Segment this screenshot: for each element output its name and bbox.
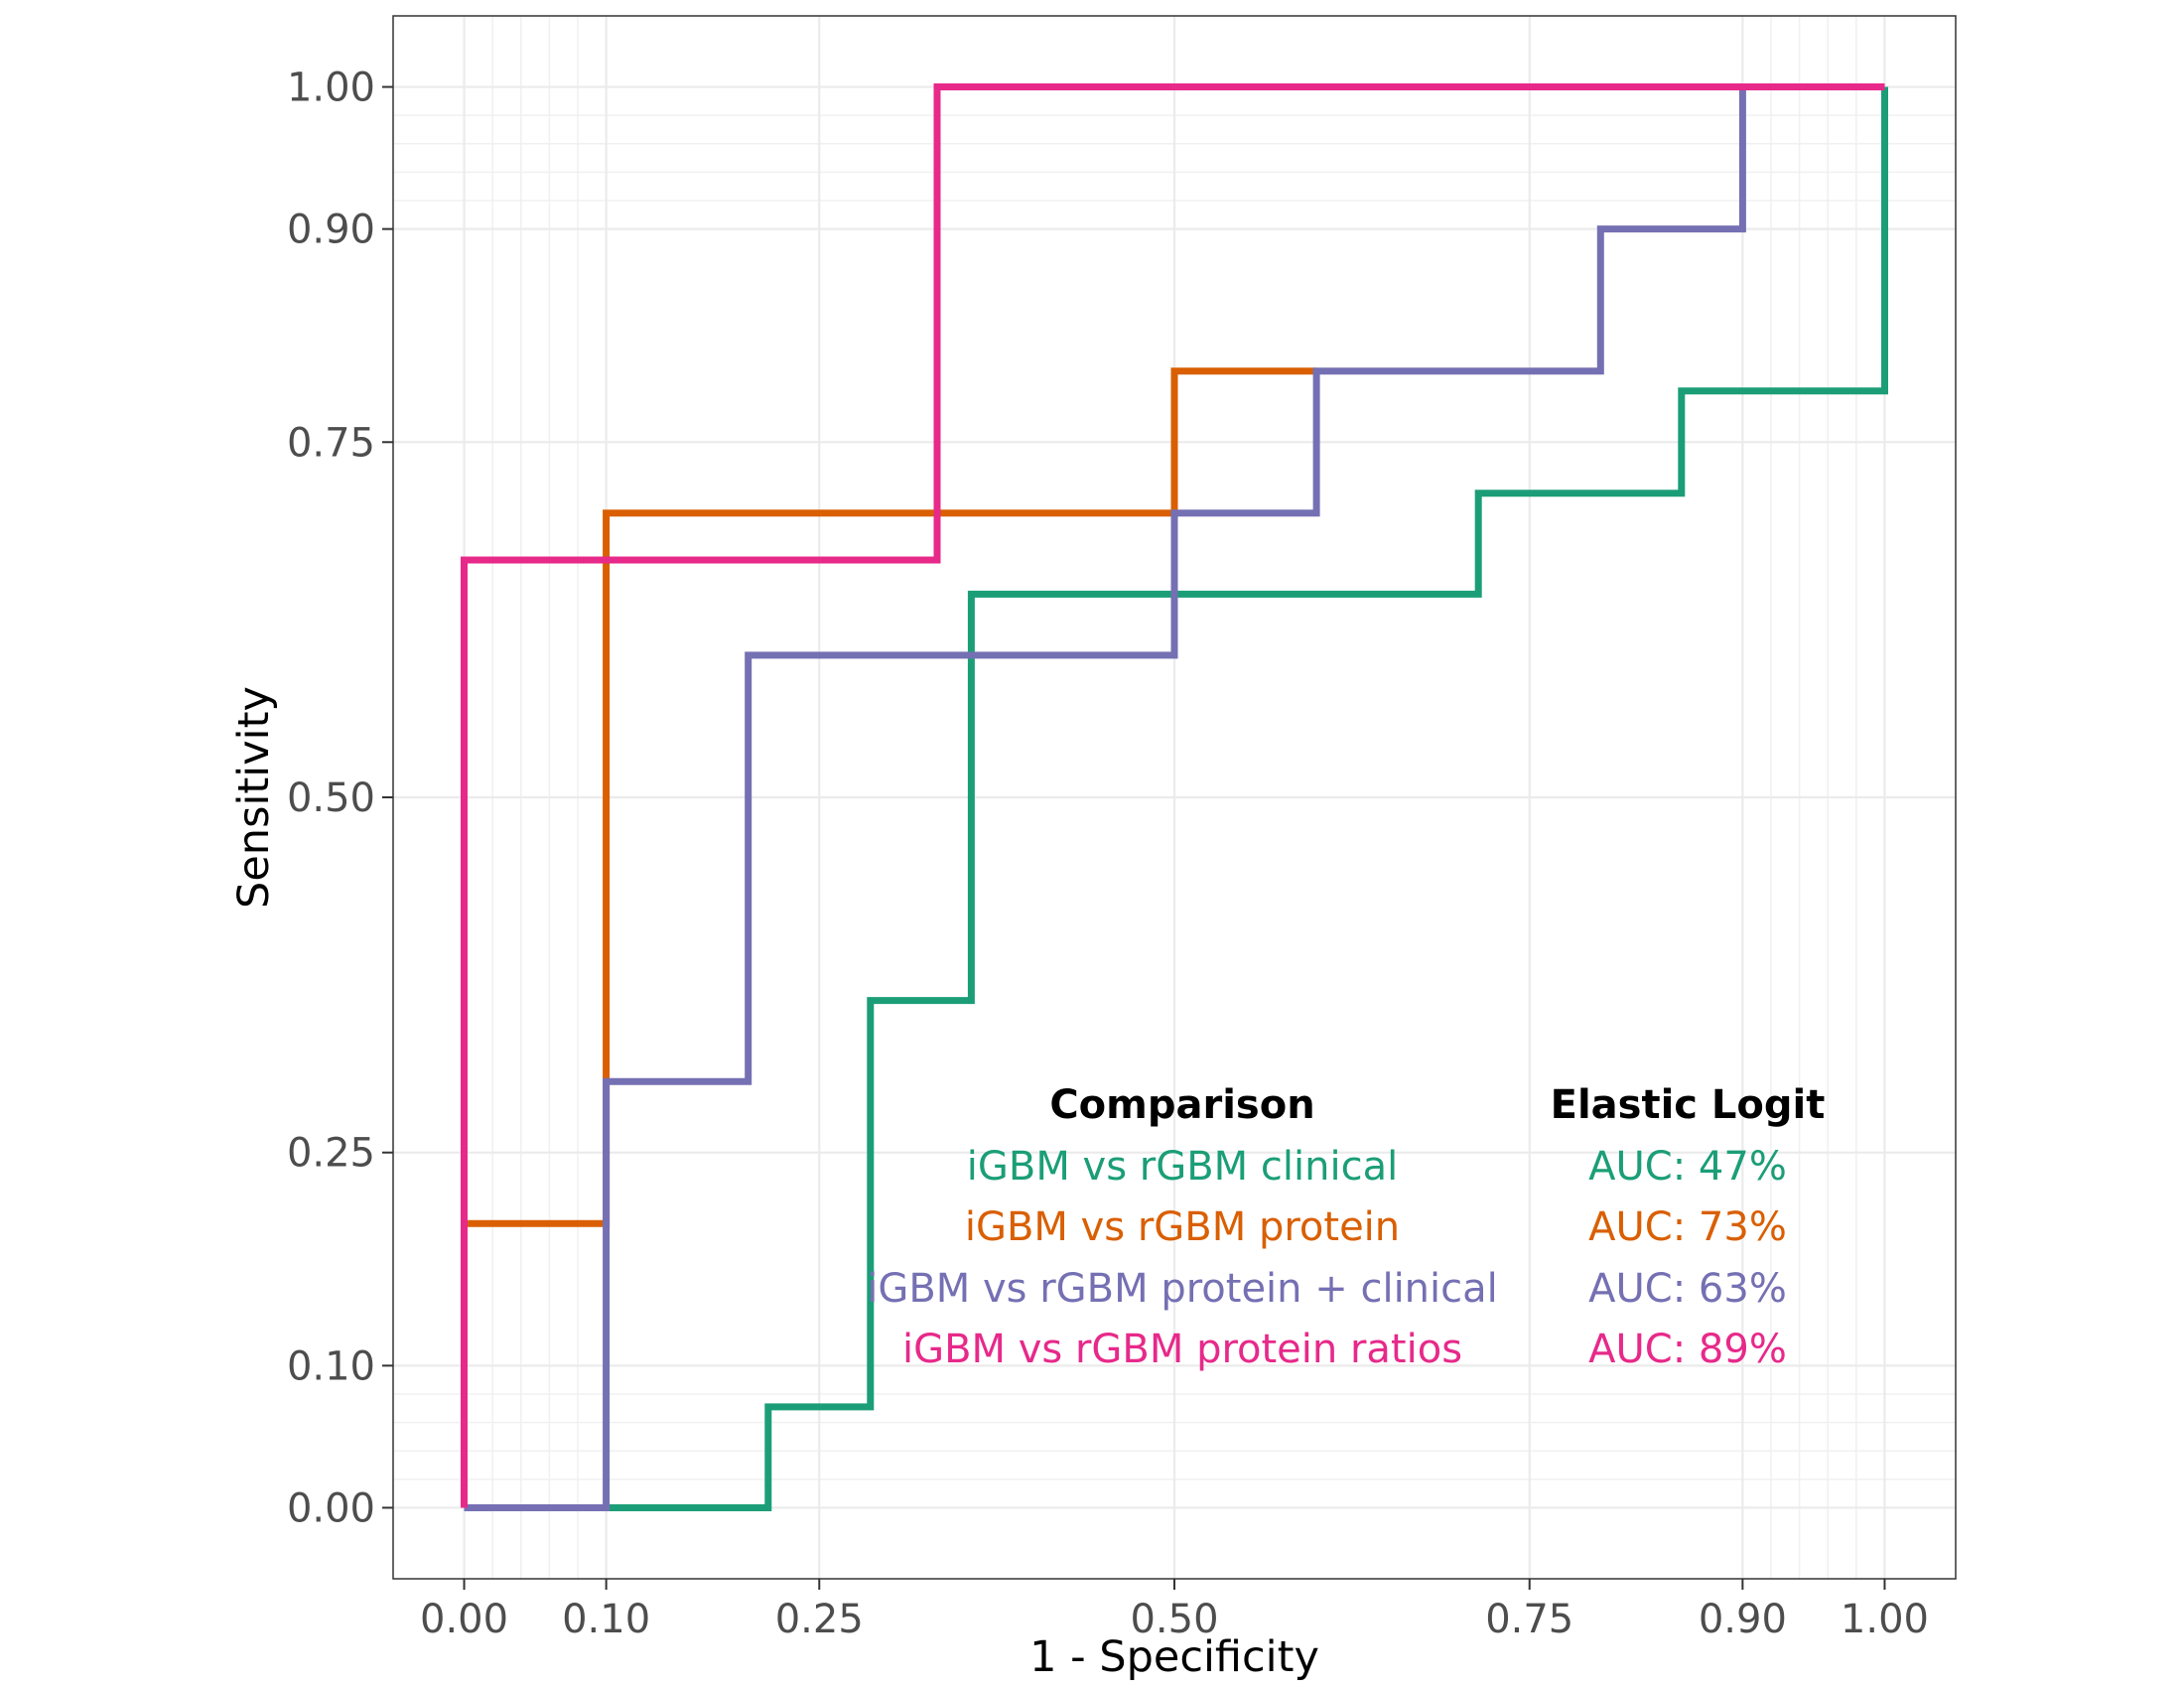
legend-auc-clinical: AUC: 47%	[1588, 1144, 1787, 1190]
legend-table: Comparison Elastic Logit iGBM vs rGBM cl…	[867, 1082, 1825, 1372]
x-tick-label-0: 0.00	[420, 1597, 508, 1642]
axis-ticks	[382, 85, 1886, 1590]
y-tick-label-3: 0.50	[287, 775, 375, 821]
legend-auc-protein-ratios: AUC: 89%	[1588, 1327, 1787, 1372]
series-line-1	[464, 367, 1317, 1227]
x-tick-label-1: 0.10	[562, 1597, 650, 1642]
y-tick-label-0: 0.00	[287, 1485, 375, 1531]
y-axis-title: Sensitivity	[229, 686, 279, 909]
y-tick-label-2: 0.25	[287, 1131, 375, 1177]
legend-name-protein: iGBM vs rGBM protein	[965, 1204, 1400, 1250]
series-line-2	[464, 86, 1746, 1511]
legend-header-comparison: Comparison	[1049, 1082, 1314, 1128]
legend-name-protein-ratios: iGBM vs rGBM protein ratios	[902, 1327, 1462, 1372]
series-line-3	[461, 83, 1885, 1508]
series-line-0	[606, 86, 1888, 1511]
x-tick-label-5: 0.90	[1699, 1597, 1787, 1642]
legend-auc-protein: AUC: 73%	[1588, 1204, 1787, 1250]
legend-name-protein-clinical: iGBM vs rGBM protein + clinical	[867, 1266, 1498, 1312]
x-tick-label-3: 0.50	[1130, 1597, 1218, 1642]
y-tick-label-1: 0.10	[287, 1343, 375, 1389]
series-lines	[461, 83, 1888, 1511]
x-tick-label-6: 1.00	[1841, 1597, 1929, 1642]
legend-auc-protein-clinical: AUC: 63%	[1588, 1266, 1787, 1312]
legend-header-model: Elastic Logit	[1551, 1082, 1826, 1128]
x-tick-label-2: 0.25	[775, 1597, 864, 1642]
legend-name-clinical: iGBM vs rGBM clinical	[967, 1144, 1398, 1190]
x-axis-title: 1 - Specificity	[1029, 1632, 1319, 1682]
y-tick-label-4: 0.75	[287, 420, 375, 466]
x-tick-label-4: 0.75	[1485, 1597, 1573, 1642]
axis-tick-labels: 0.00 0.10 0.25 0.50 0.75 0.90 1.00 0.00 0.10 0.25…	[287, 66, 1929, 1642]
y-tick-label-6: 1.00	[287, 66, 375, 111]
y-tick-label-5: 0.90	[287, 208, 375, 253]
